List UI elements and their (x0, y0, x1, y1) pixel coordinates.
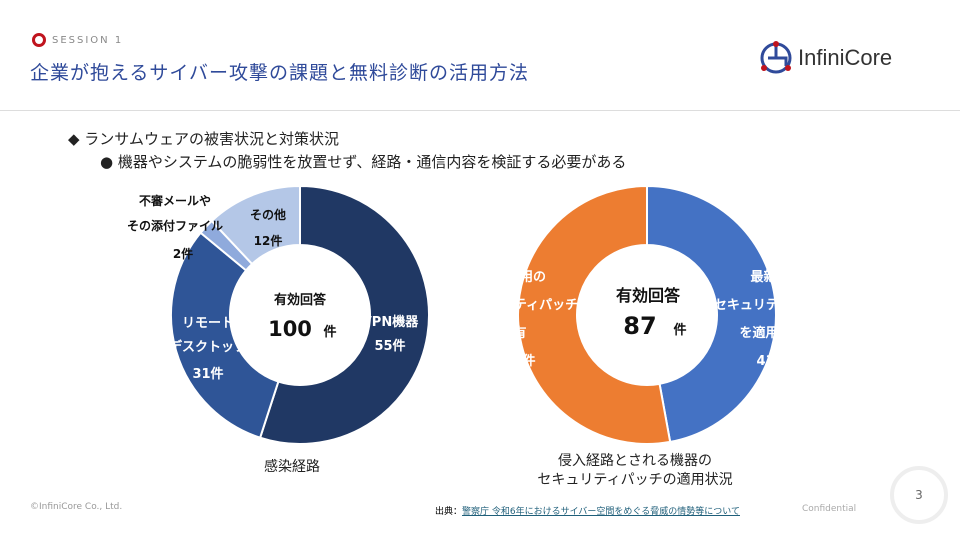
donut-infection-route (170, 184, 430, 445)
value-vpn: 55件 (374, 338, 405, 354)
value-other: 12件 (254, 233, 283, 248)
donut-slice (170, 231, 280, 439)
logo: InfiniCore (758, 40, 892, 76)
label-remote-2: デスクトップ (169, 339, 248, 355)
caption-right-2: セキュリティパッチの適用状況 (537, 472, 733, 488)
donut-patch-status (517, 184, 777, 445)
label-mail: 不審メールや (139, 193, 211, 208)
page-number: 3 (890, 466, 948, 524)
label-remote: リモート (182, 316, 234, 331)
source-prefix: 出典： (435, 507, 463, 517)
value-remote: 31件 (192, 366, 223, 382)
confidential-label: Confidential (802, 504, 857, 514)
label-latest-2: セキュリティパッチ (714, 298, 830, 313)
caption-right-1: 侵入経路とされる機器の (558, 453, 712, 469)
center-value-left: 100 (268, 317, 312, 341)
copyright: ©InfiniCore Co., Ltd. (30, 502, 123, 512)
center-label-right: 有効回答 (616, 286, 681, 305)
donut-slice (646, 184, 777, 444)
donut-slice (210, 184, 301, 266)
source: 出典：警察庁 令和6年におけるサイバー空間をめぐる脅威の情勢等について (435, 504, 740, 517)
donut-slice (517, 184, 672, 445)
caption-right: 侵入経路とされる機器のセキュリティパッチの適用状況 (520, 452, 750, 490)
center-unit-left: 件 (323, 324, 336, 340)
label-other: その他 (250, 207, 286, 222)
label-mail-2: その添付ファイル (127, 218, 223, 233)
label-vpn: VPN機器 (362, 314, 419, 330)
center-value-right: 87 (623, 312, 656, 340)
label-unpatched: 未適用の (493, 269, 546, 285)
value-mail: 2件 (173, 246, 193, 261)
caption-left: 感染経路 (264, 459, 320, 475)
logo-text: InfiniCore (798, 45, 893, 70)
logo-icon (760, 41, 792, 74)
source-link[interactable]: 警察庁 令和6年におけるサイバー空間をめぐる脅威の情勢等について (462, 507, 740, 517)
header-divider (0, 110, 960, 111)
label-unpatched-3: 有 (513, 325, 526, 341)
value-unpatched: 46件 (504, 353, 535, 369)
donut-slice (258, 184, 430, 445)
session-label: SESSION 1 (32, 33, 123, 47)
label-latest: 最新の (750, 269, 789, 285)
center-unit-right: 件 (673, 322, 686, 338)
label-latest-3: を適用済み (739, 325, 804, 341)
session-text: SESSION 1 (52, 34, 124, 46)
value-latest: 41件 (756, 353, 787, 369)
session-ring-icon (32, 33, 46, 47)
bullet-1: ◆ ランサムウェアの被害状況と対策状況 (68, 130, 340, 148)
page-title: 企業が抱えるサイバー攻撃の課題と無料診断の活用方法 (30, 62, 530, 84)
center-label-left: 有効回答 (274, 292, 327, 308)
label-unpatched-2: セキュリティパッチ (462, 298, 578, 313)
bullet-2: ● 機器やシステムの脆弱性を放置せず、経路・通信内容を検証する必要がある (100, 153, 627, 171)
